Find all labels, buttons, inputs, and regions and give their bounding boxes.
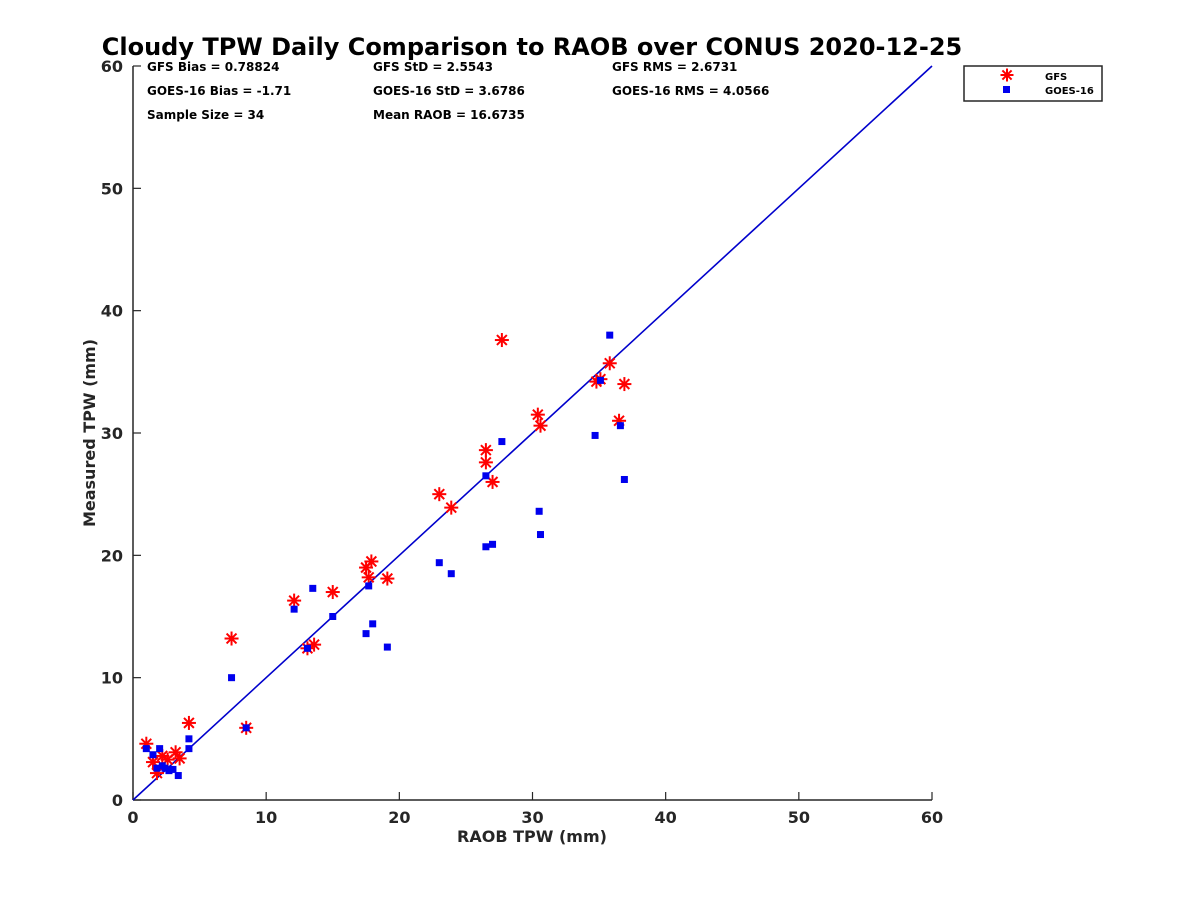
y-tick-label: 0 [112,791,123,810]
data-point-goes16 [435,559,443,567]
data-point-goes16 [447,570,455,578]
stat-annotation: GOES-16 Bias = -1.71 [147,84,291,98]
one-to-one-line [132,65,933,801]
x-tick-label: 60 [921,808,943,827]
y-tick-label: 30 [101,424,123,443]
data-point-goes16 [228,674,236,682]
data-point-goes16 [329,613,337,620]
data-point-goes16 [174,772,182,780]
data-point-gfs [160,752,175,767]
data-point-goes16 [165,767,173,775]
legend-gfs-asterisk [1000,68,1014,82]
data-point-goes16 [620,475,628,483]
data-point-goes16 [156,745,164,753]
stat-annotation: GFS RMS = 2.6731 [612,60,737,74]
legend-goes16-label: GOES-16 [1045,86,1094,97]
data-point-gfs [432,487,447,502]
legend-gfs-label: GFS [1045,72,1067,83]
series-goes-16 [142,331,628,780]
legend: GFS GOES-16 [963,65,1103,102]
y-tick-label: 20 [101,546,123,565]
data-point-goes16 [362,630,370,638]
data-point-gfs [307,637,322,652]
y-axis-label: Measured TPW (mm) [80,339,99,527]
data-point-goes16 [309,584,317,592]
data-point-goes16 [606,331,614,339]
data-point-gfs [325,585,340,600]
data-point-gfs [224,631,239,646]
chart-title: Cloudy TPW Daily Comparison to RAOB over… [102,33,962,61]
x-tick-label: 10 [255,808,277,827]
stat-annotation: Mean RAOB = 16.6735 [373,108,525,122]
data-point-goes16 [489,540,497,548]
y-tick-label: 40 [101,302,123,321]
data-point-gfs [478,443,493,458]
data-point-goes16 [142,745,150,753]
legend-box [963,65,1103,102]
data-point-gfs [172,751,187,766]
data-point-goes16 [482,472,490,480]
data-point-gfs [444,500,459,515]
stats-annotations: GFS Bias = 0.78824 GFS StD = 2.5543 GFS RM… [147,60,769,122]
data-point-goes16 [535,507,543,515]
data-point-goes16 [242,724,250,732]
stat-annotation: Sample Size = 34 [147,108,264,122]
data-point-goes16 [383,643,391,651]
data-point-gfs [478,455,493,470]
y-tick-label: 50 [101,179,123,198]
data-point-goes16 [482,543,490,551]
data-point-goes16 [303,644,311,652]
data-point-gfs [494,333,509,348]
data-point-gfs [617,377,632,392]
stat-annotation: GOES-16 StD = 3.6786 [373,84,525,98]
x-axis-label: RAOB TPW (mm) [457,827,607,846]
data-point-goes16 [290,605,298,613]
x-tick-label: 0 [127,808,138,827]
legend-goes16-marker [1003,86,1010,93]
data-point-goes16 [161,764,169,772]
data-point-gfs [380,571,395,586]
data-point-goes16 [498,438,506,446]
x-tick-label: 40 [655,808,677,827]
data-point-goes16 [185,735,193,743]
data-point-gfs [287,593,302,608]
series-gfs [139,333,632,781]
plot-area: 0 10 20 30 40 50 60 0 10 20 30 40 50 60 [101,57,943,827]
data-point-goes16 [369,620,377,628]
data-point-goes16 [536,531,544,539]
data-point-goes16 [591,431,599,439]
data-point-gfs [361,570,376,585]
y-tick-label: 10 [101,669,123,688]
data-point-goes16 [153,764,161,772]
x-tick-label: 30 [521,808,543,827]
data-point-goes16 [185,745,193,753]
data-point-gfs [364,554,379,569]
y-tick-label: 60 [101,57,123,76]
data-point-goes16 [616,422,624,430]
legend-gfs-marker [1000,68,1014,82]
data-point-goes16 [596,376,604,384]
data-point-gfs [533,418,548,433]
data-point-gfs [181,715,196,730]
data-point-goes16 [365,582,373,590]
data-point-gfs [530,407,545,422]
data-point-gfs [602,356,617,371]
stat-annotation: GOES-16 RMS = 4.0566 [612,84,769,98]
x-tick-label: 50 [788,808,810,827]
stat-annotation: GFS Bias = 0.78824 [147,60,279,74]
data-point-goes16 [149,751,157,759]
stat-annotation: GFS StD = 2.5543 [373,60,493,74]
data-point-gfs [485,474,500,489]
data-point-goes16 [169,765,177,773]
x-tick-label: 20 [388,808,410,827]
